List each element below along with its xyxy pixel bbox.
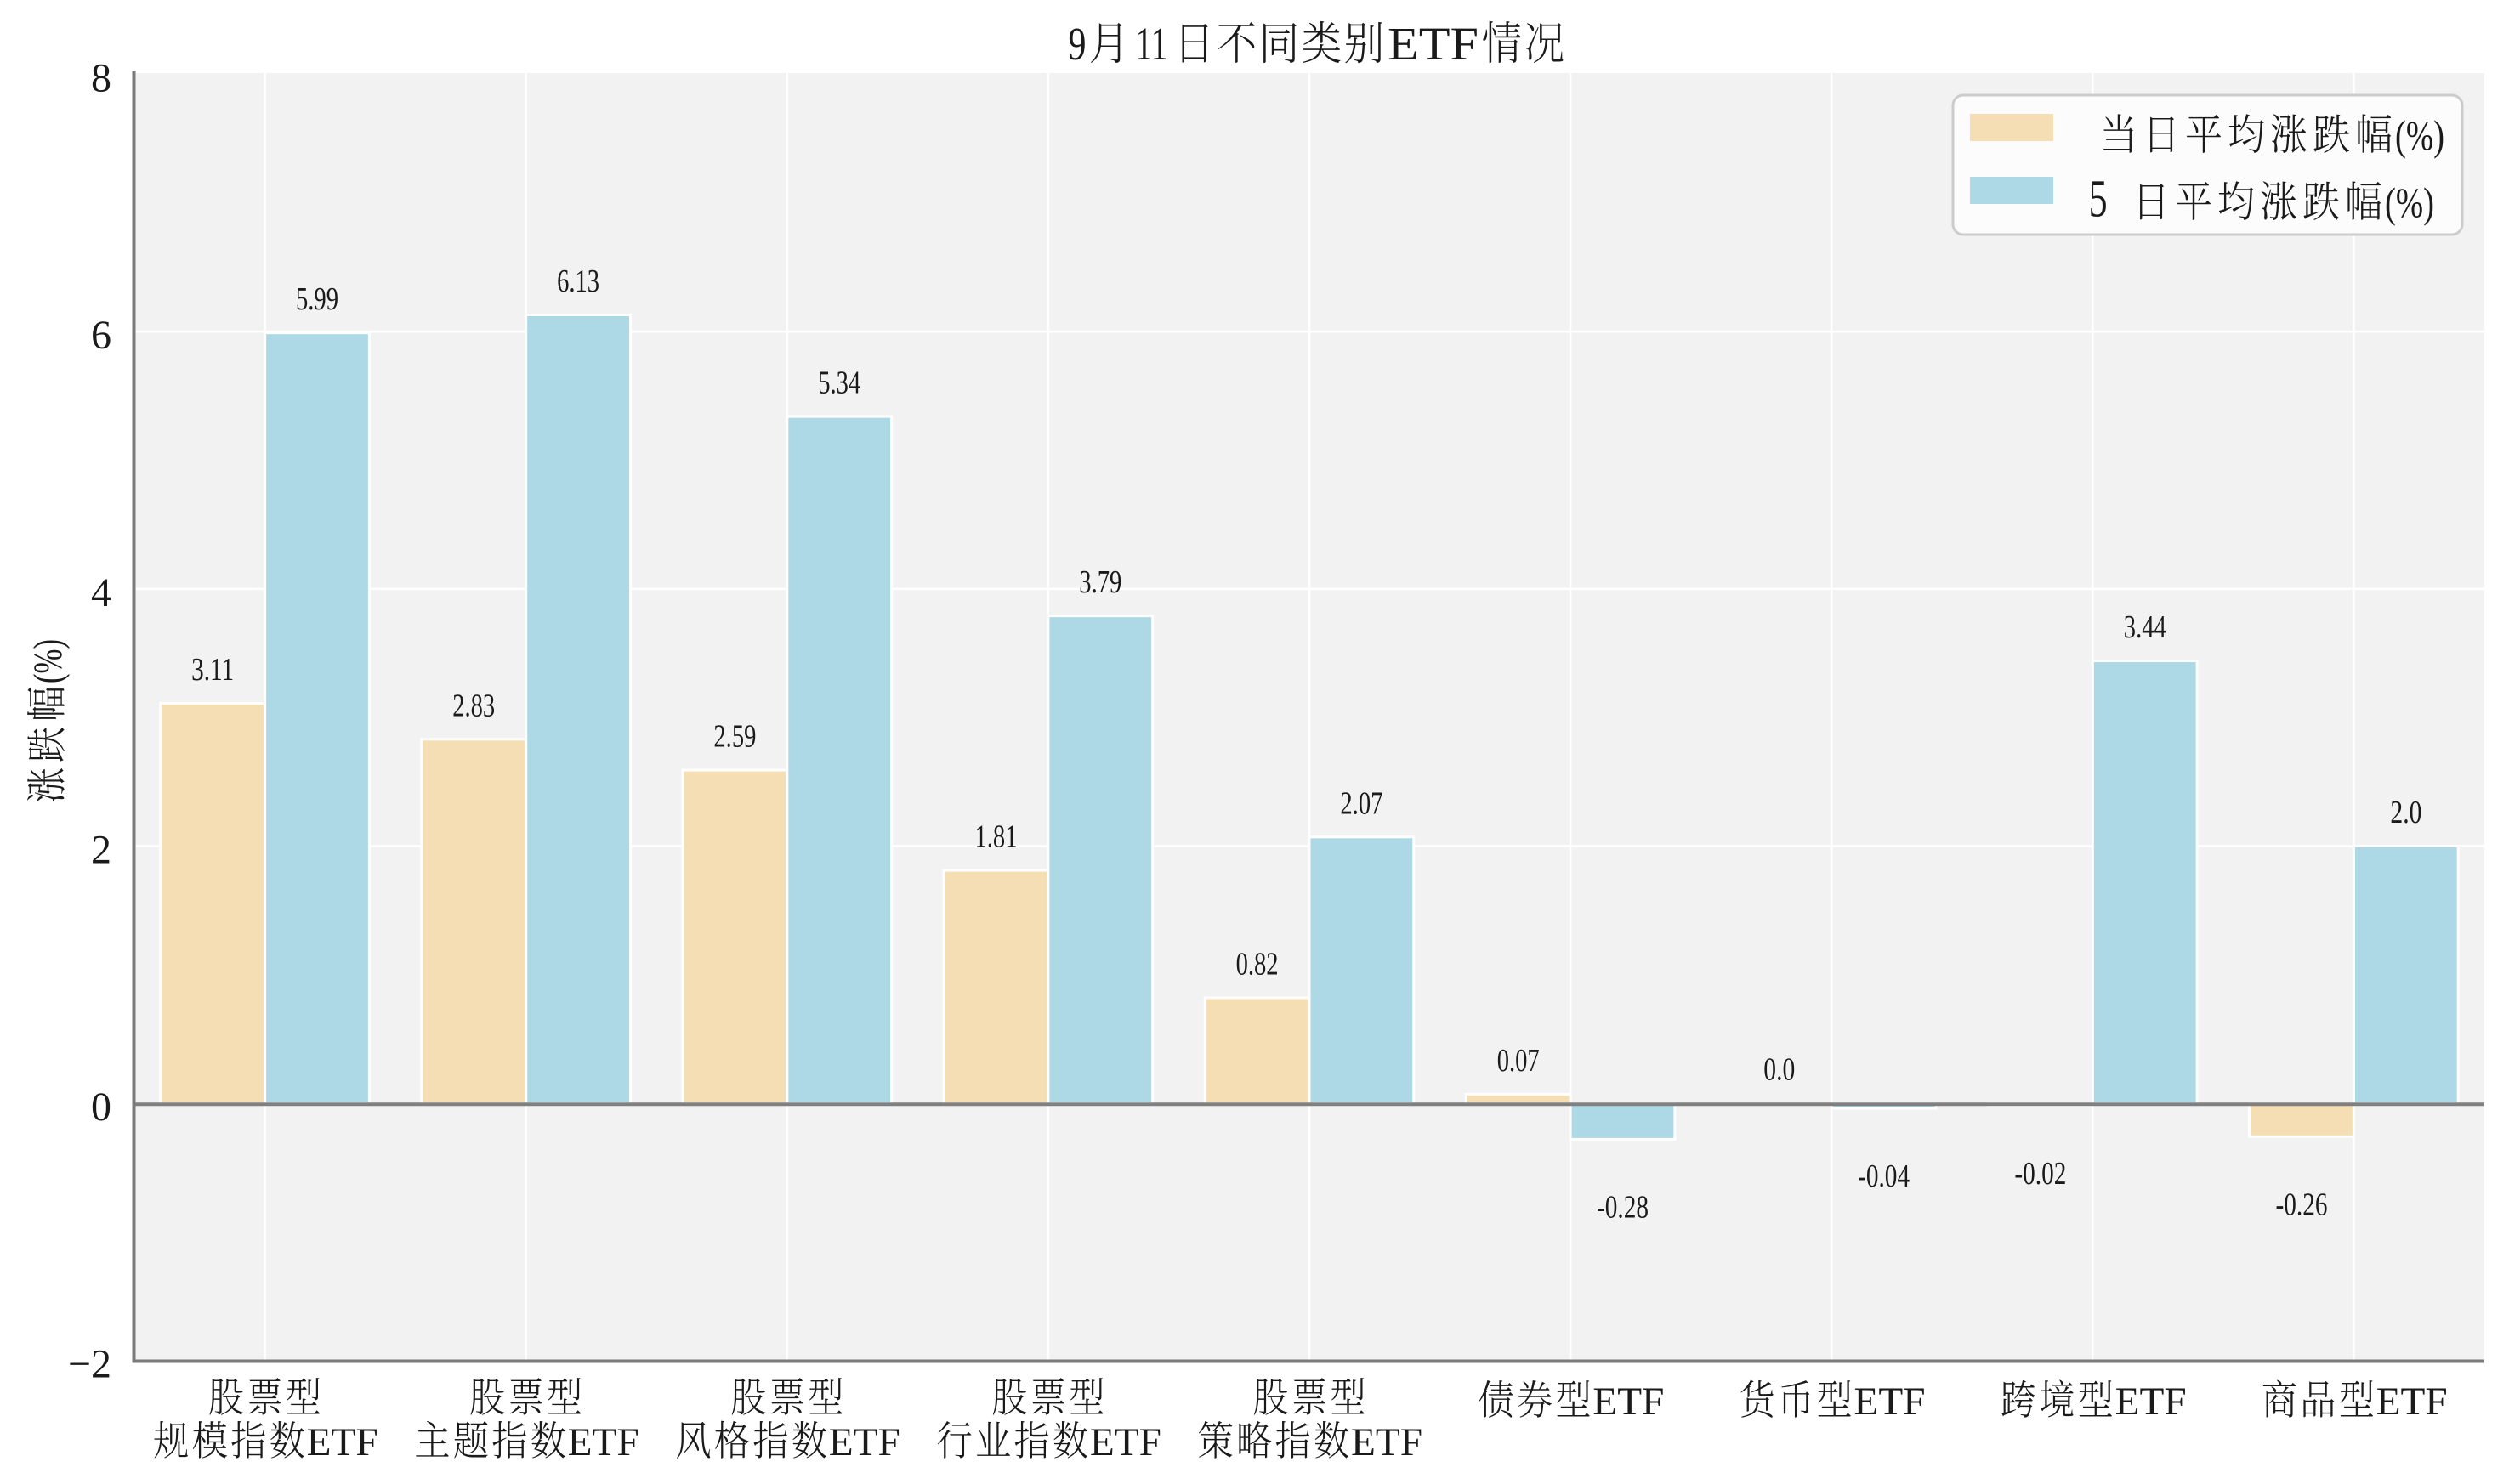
svg-text:ETF: ETF — [307, 1420, 378, 1464]
svg-text:ETF: ETF — [2115, 1379, 2187, 1424]
svg-text:11: 11 — [1136, 18, 1168, 70]
svg-text:ETF: ETF — [2376, 1379, 2448, 1424]
svg-text:0: 0 — [91, 1085, 111, 1130]
svg-text:ETF: ETF — [1351, 1420, 1422, 1464]
svg-text:-0.02: -0.02 — [2014, 1156, 2066, 1192]
svg-text:6.13: 6.13 — [557, 263, 599, 299]
svg-text:ETF: ETF — [1592, 1379, 1664, 1424]
svg-text:-0.04: -0.04 — [1858, 1158, 1910, 1194]
svg-text:−2: −2 — [68, 1342, 111, 1387]
svg-text:2.83: 2.83 — [452, 688, 495, 723]
svg-text:3.79: 3.79 — [1079, 564, 1121, 600]
svg-text:ETF: ETF — [829, 1420, 900, 1464]
svg-text:(%): (%) — [26, 639, 71, 683]
svg-text:6: 6 — [91, 313, 111, 358]
svg-text:2.59: 2.59 — [713, 719, 756, 755]
svg-text:9: 9 — [1069, 18, 1087, 70]
svg-text:0.07: 0.07 — [1497, 1043, 1540, 1079]
svg-text:-0.26: -0.26 — [2276, 1187, 2328, 1222]
svg-text:ETF: ETF — [1388, 18, 1479, 70]
svg-text:ETF: ETF — [1854, 1379, 1926, 1424]
svg-text:2.07: 2.07 — [1340, 785, 1382, 821]
svg-text:ETF: ETF — [568, 1420, 639, 1464]
svg-text:5: 5 — [2089, 171, 2108, 229]
svg-text:ETF: ETF — [1090, 1420, 1161, 1464]
svg-text:0.0: 0.0 — [1763, 1052, 1795, 1088]
svg-text:0.82: 0.82 — [1236, 946, 1279, 982]
svg-text:2: 2 — [91, 827, 111, 872]
svg-text:3.44: 3.44 — [2124, 609, 2166, 645]
svg-text:5.34: 5.34 — [818, 365, 860, 401]
svg-text:1.81: 1.81 — [975, 819, 1018, 855]
svg-text:(%): (%) — [2395, 111, 2444, 159]
svg-text:-0.28: -0.28 — [1597, 1189, 1649, 1225]
svg-text:5.99: 5.99 — [296, 281, 338, 317]
svg-text:8: 8 — [91, 56, 111, 101]
svg-text:4: 4 — [91, 570, 111, 615]
svg-text:2.0: 2.0 — [2390, 795, 2421, 830]
svg-text:(%): (%) — [2385, 178, 2434, 226]
svg-text:3.11: 3.11 — [191, 652, 234, 688]
